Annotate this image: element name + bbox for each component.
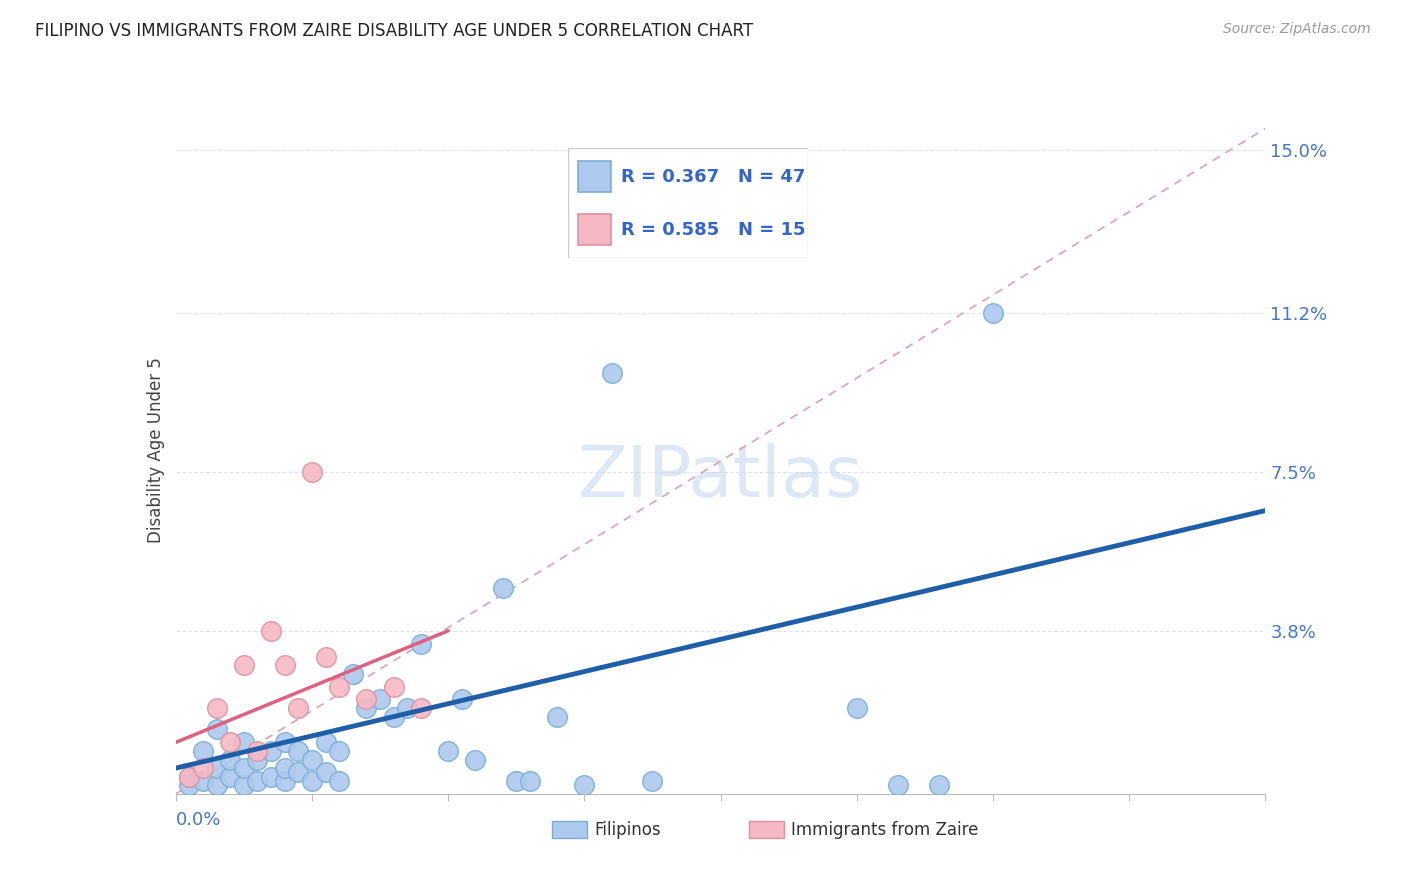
Point bbox=[274, 735, 297, 749]
Point bbox=[205, 723, 228, 737]
Point bbox=[274, 761, 297, 775]
Point bbox=[382, 680, 405, 694]
Point bbox=[505, 774, 527, 789]
Text: FILIPINO VS IMMIGRANTS FROM ZAIRE DISABILITY AGE UNDER 5 CORRELATION CHART: FILIPINO VS IMMIGRANTS FROM ZAIRE DISABI… bbox=[35, 22, 754, 40]
Point bbox=[368, 692, 391, 706]
Point bbox=[409, 701, 432, 715]
Point bbox=[328, 774, 350, 789]
Point bbox=[260, 744, 283, 758]
Point bbox=[641, 774, 664, 789]
Point bbox=[191, 774, 214, 789]
Point bbox=[179, 778, 201, 792]
Point bbox=[546, 709, 568, 723]
Point bbox=[301, 774, 323, 789]
Point bbox=[179, 770, 201, 784]
Point bbox=[191, 761, 214, 775]
Text: Source: ZipAtlas.com: Source: ZipAtlas.com bbox=[1223, 22, 1371, 37]
Text: Filipinos: Filipinos bbox=[593, 821, 661, 838]
Point bbox=[450, 692, 472, 706]
Point bbox=[928, 778, 950, 792]
Point bbox=[328, 744, 350, 758]
Point bbox=[274, 774, 297, 789]
Point bbox=[219, 753, 242, 767]
Point bbox=[179, 770, 201, 784]
Point bbox=[301, 465, 323, 479]
Text: R = 0.585   N = 15: R = 0.585 N = 15 bbox=[621, 220, 806, 238]
Text: 0.0%: 0.0% bbox=[176, 811, 221, 829]
Point bbox=[981, 306, 1004, 320]
Point bbox=[205, 778, 228, 792]
Point bbox=[315, 765, 337, 780]
Point bbox=[274, 658, 297, 673]
Point bbox=[845, 701, 868, 715]
Point bbox=[492, 581, 515, 595]
Point bbox=[409, 637, 432, 651]
Point bbox=[301, 753, 323, 767]
Point bbox=[246, 753, 269, 767]
Point bbox=[356, 692, 378, 706]
Point bbox=[315, 649, 337, 664]
Y-axis label: Disability Age Under 5: Disability Age Under 5 bbox=[146, 358, 165, 543]
FancyBboxPatch shape bbox=[568, 148, 808, 258]
Point bbox=[260, 624, 283, 638]
Point bbox=[205, 701, 228, 715]
Point bbox=[232, 761, 254, 775]
Point bbox=[382, 709, 405, 723]
Point bbox=[246, 774, 269, 789]
Point bbox=[519, 774, 541, 789]
Point bbox=[260, 770, 283, 784]
Point bbox=[437, 744, 460, 758]
Text: ZIPatlas: ZIPatlas bbox=[578, 443, 863, 512]
Point bbox=[232, 658, 254, 673]
Point bbox=[232, 735, 254, 749]
Text: R = 0.367   N = 47: R = 0.367 N = 47 bbox=[621, 168, 806, 186]
Text: Immigrants from Zaire: Immigrants from Zaire bbox=[790, 821, 979, 838]
Point bbox=[287, 701, 309, 715]
Bar bbox=[578, 161, 612, 192]
Point bbox=[600, 366, 623, 380]
Point bbox=[219, 770, 242, 784]
Point bbox=[232, 778, 254, 792]
Point bbox=[205, 761, 228, 775]
Point bbox=[328, 680, 350, 694]
Point bbox=[464, 753, 486, 767]
Point bbox=[886, 778, 908, 792]
Point bbox=[342, 666, 364, 681]
Point bbox=[246, 744, 269, 758]
Point bbox=[219, 735, 242, 749]
Point bbox=[574, 778, 596, 792]
Point bbox=[396, 701, 419, 715]
Point bbox=[191, 744, 214, 758]
Point bbox=[287, 765, 309, 780]
Point bbox=[315, 735, 337, 749]
Point bbox=[356, 701, 378, 715]
Bar bbox=[578, 214, 612, 245]
Point bbox=[287, 744, 309, 758]
